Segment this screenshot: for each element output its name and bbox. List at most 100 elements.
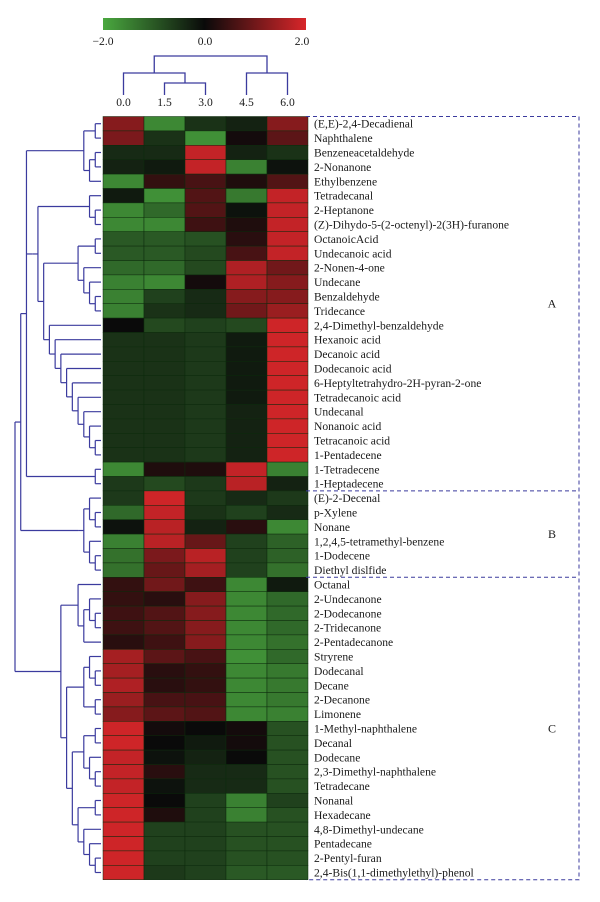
row-label: 1-Pentadecene [314, 449, 382, 462]
heatmap-cell [184, 389, 227, 405]
heatmap-cell [143, 303, 186, 319]
heatmap-cell [143, 404, 186, 420]
heatmap-cell [266, 245, 309, 261]
heatmap-cell [184, 865, 227, 880]
column-label: 3.0 [198, 96, 213, 109]
row-label: 2-Heptanone [314, 204, 374, 217]
heatmap-cell [102, 562, 145, 578]
heatmap-cell [225, 375, 268, 391]
heatmap-cell [102, 447, 145, 463]
heatmap-cell [225, 303, 268, 319]
row-label: 1-Tetradecene [314, 463, 379, 476]
heatmap-cell [184, 116, 227, 132]
row-label: Nonanoic acid [314, 420, 381, 433]
heatmap-cell [266, 361, 309, 376]
scale-min-label: −2.0 [92, 35, 113, 48]
group-label: A [548, 297, 557, 311]
heatmap-cell [102, 389, 145, 405]
heatmap-cell [184, 505, 227, 520]
heatmap-cell [143, 519, 186, 535]
heatmap-cell [143, 274, 186, 290]
heatmap-cell [225, 605, 268, 621]
heatmap-cell [184, 649, 227, 664]
heatmap-cell [266, 116, 309, 132]
heatmap-cell [143, 418, 186, 434]
heatmap-cell [102, 577, 145, 592]
heatmap-cell [102, 807, 145, 823]
row-label: Dodecanoic acid [314, 363, 392, 376]
heatmap-cell [184, 418, 227, 434]
row-label: 1-Dodecene [314, 550, 370, 563]
heatmap-cell [184, 289, 227, 304]
heatmap-cell [102, 461, 145, 477]
heatmap-cell [102, 332, 145, 348]
heatmap-cell [102, 706, 145, 722]
heatmap-cell [102, 433, 145, 448]
heatmap-cell [184, 145, 227, 160]
scale-mid-label: 0.0 [198, 35, 213, 48]
row-label: Tridecance [314, 305, 365, 318]
heatmap-cell [266, 317, 309, 333]
heatmap-cell [266, 447, 309, 463]
row-label: 2,4-Bis(1,1-dimethylethyl)-phenol [314, 867, 474, 880]
heatmap-cell [266, 433, 309, 448]
row-label: Dodecane [314, 751, 360, 764]
heatmap-cell [184, 749, 227, 765]
heatmap-cell [102, 836, 145, 852]
heatmap-cell [184, 188, 227, 204]
heatmap-cell [102, 116, 145, 132]
row-label: (Z)-Dihydo-5-(2-octenyl)-2(3H)-furanone [314, 219, 509, 232]
heatmap-cell [184, 404, 227, 420]
heatmap-cell [102, 793, 145, 808]
heatmap-cell [102, 173, 145, 189]
heatmap-cell [225, 447, 268, 463]
heatmap-cell [225, 778, 268, 794]
heatmap-cell [102, 260, 145, 276]
heatmap-cell [143, 562, 186, 578]
heatmap-cell [266, 735, 309, 751]
heatmap-cell [225, 361, 268, 376]
row-label: Tetradecanoic acid [314, 391, 401, 404]
heatmap-cell [225, 677, 268, 693]
heatmap-cell [143, 577, 186, 592]
heatmap-cell [143, 159, 186, 175]
heatmap-cell [266, 346, 309, 362]
heatmap-cell [143, 433, 186, 448]
heatmap-cell [184, 692, 227, 708]
heatmap-cell [143, 461, 186, 477]
heatmap-cell [266, 231, 309, 247]
row-label: Dodecanal [314, 665, 364, 678]
heatmap-cell [143, 793, 186, 808]
heatmap-cell [102, 548, 145, 564]
heatmap-cell [184, 620, 227, 636]
row-label: 2-Nonen-4-one [314, 262, 385, 275]
heatmap-cell [102, 764, 145, 780]
heatmap-cell [102, 865, 145, 880]
row-label: Nonane [314, 521, 350, 534]
heatmap-cell [102, 591, 145, 607]
dendrogram-link [153, 55, 268, 73]
row-label: 4,8-Dimethyl-undecane [314, 823, 424, 836]
heatmap-cell [184, 836, 227, 852]
heatmap-cell [143, 188, 186, 204]
heatmap-cell [184, 274, 227, 290]
row-label: Undecanal [314, 406, 364, 419]
row-label: Stryrene [314, 651, 353, 664]
heatmap-cell [143, 778, 186, 794]
heatmap-cell [184, 562, 227, 578]
heatmap-cell [266, 476, 309, 492]
heatmap-cell [266, 850, 309, 866]
row-label: Tetracanoic acid [314, 435, 390, 448]
heatmap-cell [102, 476, 145, 492]
heatmap-cell [225, 317, 268, 333]
heatmap-cell [266, 418, 309, 434]
heatmap-cell [143, 202, 186, 218]
heatmap-cell [184, 591, 227, 607]
heatmap-cell [225, 404, 268, 420]
heatmap-cell [184, 346, 227, 362]
row-label: Diethyl dislfide [314, 564, 386, 577]
heatmap-cell [225, 418, 268, 434]
column-label: 0.0 [116, 96, 131, 109]
heatmap-cell [143, 346, 186, 362]
